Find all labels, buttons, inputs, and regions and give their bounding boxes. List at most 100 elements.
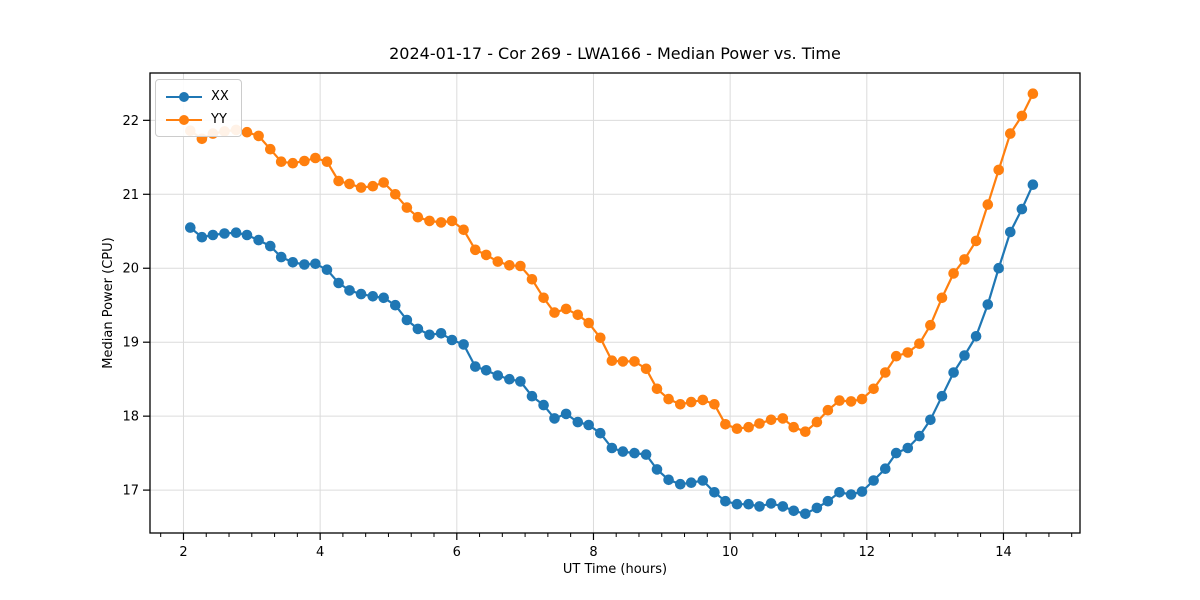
series-marker-yy bbox=[560, 303, 572, 315]
series-marker-yy bbox=[470, 244, 481, 256]
series-marker-xx bbox=[880, 463, 891, 475]
series-marker-xx bbox=[606, 442, 618, 454]
series-marker-xx bbox=[572, 416, 584, 428]
series-marker-yy bbox=[355, 182, 367, 193]
series-marker-xx bbox=[651, 464, 663, 475]
series-marker-xx bbox=[275, 251, 287, 263]
series-marker-xx bbox=[709, 487, 720, 498]
series-marker-xx bbox=[754, 501, 765, 512]
series-marker-xx bbox=[333, 277, 344, 289]
series-marker-xx bbox=[1005, 226, 1016, 238]
series-marker-yy bbox=[367, 180, 379, 192]
series-marker-xx bbox=[401, 314, 413, 326]
series-marker-yy bbox=[720, 419, 731, 430]
x-tick-label: 4 bbox=[316, 545, 324, 560]
series-marker-yy bbox=[868, 383, 879, 395]
series-marker-yy bbox=[743, 421, 754, 433]
series-marker-xx bbox=[1027, 179, 1039, 190]
series-marker-yy bbox=[321, 156, 333, 167]
series-marker-xx bbox=[925, 414, 936, 426]
series-marker-xx bbox=[265, 240, 276, 252]
legend-label-xx: XX bbox=[211, 89, 229, 104]
series-marker-yy bbox=[492, 256, 504, 267]
y-tick-label: 18 bbox=[122, 410, 139, 425]
series-marker-xx bbox=[811, 502, 823, 514]
series-marker-yy bbox=[526, 274, 538, 285]
series-marker-yy bbox=[480, 249, 492, 261]
series-marker-yy bbox=[993, 164, 1004, 176]
series-marker-xx bbox=[526, 390, 538, 402]
series-marker-yy bbox=[1016, 110, 1028, 122]
series-marker-xx bbox=[617, 446, 629, 457]
series-marker-yy bbox=[731, 423, 743, 435]
series-marker-xx bbox=[435, 328, 447, 339]
y-tick-label: 17 bbox=[122, 484, 139, 499]
series-marker-yy bbox=[697, 394, 709, 406]
series-marker-xx bbox=[207, 229, 219, 241]
series-marker-xx bbox=[412, 323, 424, 335]
series-marker-yy bbox=[265, 143, 276, 155]
series-marker-yy bbox=[390, 189, 401, 200]
series-marker-xx bbox=[355, 288, 367, 300]
series-marker-yy bbox=[241, 126, 253, 138]
series-marker-yy bbox=[504, 260, 515, 271]
series-marker-xx bbox=[936, 390, 948, 402]
series-marker-xx bbox=[458, 339, 469, 350]
series-marker-yy bbox=[651, 383, 663, 395]
y-tick-label: 19 bbox=[122, 336, 139, 351]
series-marker-xx bbox=[959, 350, 970, 361]
series-marker-xx bbox=[731, 498, 743, 510]
series-marker-yy bbox=[754, 418, 765, 429]
series-marker-xx bbox=[845, 489, 857, 500]
series-marker-xx bbox=[470, 361, 481, 372]
series-marker-yy bbox=[845, 396, 857, 407]
series-marker-yy bbox=[287, 157, 299, 169]
chart-title: 2024-01-17 - Cor 269 - LWA166 - Median P… bbox=[389, 44, 841, 63]
series-marker-xx bbox=[446, 334, 458, 346]
series-marker-yy bbox=[880, 367, 891, 378]
series-marker-yy bbox=[572, 309, 584, 321]
series-marker-yy bbox=[902, 347, 914, 358]
series-marker-xx bbox=[970, 331, 982, 342]
series-marker-yy bbox=[1005, 128, 1016, 139]
series-marker-xx bbox=[640, 449, 652, 460]
series-marker-xx bbox=[720, 495, 731, 507]
series-marker-yy bbox=[777, 413, 789, 424]
series-marker-yy bbox=[310, 152, 321, 164]
x-tick-label: 6 bbox=[453, 545, 461, 560]
series-marker-xx bbox=[948, 367, 959, 378]
series-marker-xx bbox=[834, 487, 845, 498]
series-marker-yy bbox=[685, 396, 697, 408]
series-marker-xx bbox=[777, 501, 789, 512]
series-marker-xx bbox=[902, 442, 914, 454]
series-marker-xx bbox=[390, 299, 401, 311]
series-marker-yy bbox=[412, 211, 424, 223]
series-marker-yy bbox=[595, 332, 606, 344]
legend: XX YY bbox=[155, 79, 242, 137]
series-marker-xx bbox=[675, 478, 686, 490]
series-marker-xx bbox=[241, 229, 253, 241]
series-marker-xx bbox=[663, 474, 674, 486]
x-tick-label: 14 bbox=[995, 545, 1012, 560]
series-marker-yy bbox=[446, 215, 458, 227]
series-marker-xx bbox=[230, 227, 242, 238]
series-marker-xx bbox=[185, 222, 196, 233]
series-marker-yy bbox=[788, 421, 799, 433]
series-marker-xx bbox=[378, 292, 390, 304]
x-tick-label: 2 bbox=[179, 545, 187, 560]
legend-swatch-xx bbox=[166, 91, 202, 103]
series-marker-yy bbox=[914, 338, 925, 350]
series-marker-xx bbox=[515, 376, 526, 387]
series-marker-yy bbox=[800, 426, 811, 438]
series-marker-xx bbox=[629, 447, 640, 459]
series-marker-yy bbox=[333, 175, 344, 187]
series-marker-yy bbox=[1027, 88, 1039, 99]
series-marker-yy bbox=[538, 292, 549, 304]
series-marker-yy bbox=[982, 199, 994, 210]
series-marker-yy bbox=[663, 393, 674, 405]
series-marker-xx bbox=[765, 498, 777, 509]
series-marker-xx bbox=[219, 228, 230, 239]
series-marker-yy bbox=[253, 130, 264, 142]
series-marker-yy bbox=[378, 177, 390, 188]
series-marker-yy bbox=[765, 414, 777, 426]
